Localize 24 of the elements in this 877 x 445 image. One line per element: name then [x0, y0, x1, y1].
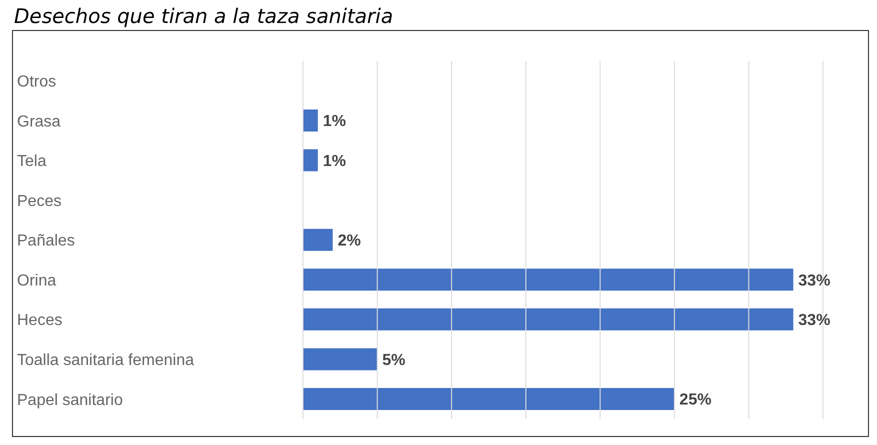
bar — [303, 308, 794, 330]
data-label: 33% — [798, 272, 830, 290]
data-label: 1% — [322, 152, 346, 170]
bar — [303, 388, 674, 410]
y-tick-label: Orina — [17, 272, 56, 290]
y-tick-label: Grasa — [17, 113, 61, 130]
data-label: 1% — [322, 113, 346, 130]
bar — [303, 149, 318, 172]
bar — [303, 268, 794, 291]
chart-title: Desechos que tiran a la taza sanitaria — [14, 4, 394, 28]
y-tick-label: Peces — [17, 192, 62, 210]
data-label: 2% — [338, 232, 361, 250]
y-tick-label: Heces — [17, 312, 62, 330]
bar — [303, 348, 378, 370]
y-tick-label: Otros — [17, 74, 56, 91]
data-label: 33% — [798, 312, 830, 330]
y-tick-label: Pañales — [17, 232, 75, 250]
y-tick-label: Tela — [17, 153, 46, 170]
y-tick-label: Toalla sanitaria femenina — [17, 352, 194, 370]
bar — [303, 228, 333, 251]
bar — [303, 110, 318, 132]
y-tick-label: Papel sanitario — [17, 392, 123, 409]
data-label: 25% — [679, 392, 712, 409]
data-label: 5% — [382, 352, 406, 369]
